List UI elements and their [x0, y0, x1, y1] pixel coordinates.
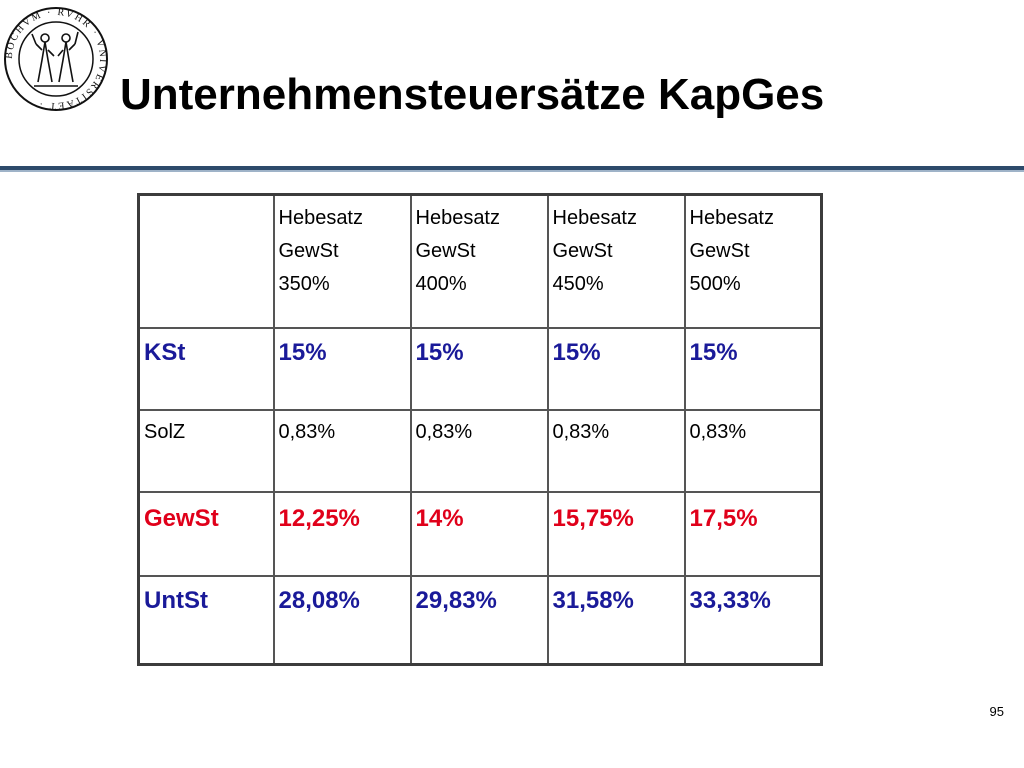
header-line: 350%	[278, 273, 330, 295]
table-cell: 17,5%	[683, 491, 823, 577]
table-cell: 15%	[683, 327, 823, 411]
university-seal-icon: BOCHVM · RVHR · VNIVERSITAET ·	[4, 7, 108, 111]
table-cell: 31,58%	[546, 575, 686, 666]
header-cell: Hebesatz GewSt 500%	[683, 193, 823, 329]
table-cell: 0,83%	[409, 409, 549, 493]
table-cell: 33,33%	[683, 575, 823, 666]
table-cell: 15,75%	[546, 491, 686, 577]
row-label: SolZ	[137, 409, 275, 493]
header-cell: Hebesatz GewSt 350%	[272, 193, 412, 329]
header-line: Hebesatz	[552, 207, 638, 229]
slide-title: Unternehmensteuersätze KapGes	[120, 70, 825, 119]
university-seal-logo: BOCHVM · RVHR · VNIVERSITAET ·	[2, 4, 110, 114]
table-cell: 0,83%	[546, 409, 686, 493]
table-cell: 29,83%	[409, 575, 549, 666]
header-line: 500%	[689, 273, 741, 295]
header-line: GewSt	[278, 240, 339, 262]
table-cell: 0,83%	[683, 409, 823, 493]
header-cell: Hebesatz GewSt 400%	[409, 193, 549, 329]
table-cell: 15%	[409, 327, 549, 411]
row-label: KSt	[137, 327, 275, 411]
table-cell: 14%	[409, 491, 549, 577]
row-label: GewSt	[137, 491, 275, 577]
table-cell: 0,83%	[272, 409, 412, 493]
header-line: Hebesatz	[278, 207, 364, 229]
header-line: GewSt	[689, 240, 750, 262]
table-cell: 28,08%	[272, 575, 412, 666]
header-line: 450%	[552, 273, 604, 295]
table-row-untst: UntSt 28,08% 29,83% 31,58% 33,33%	[137, 575, 823, 666]
header-cell: Hebesatz GewSt 450%	[546, 193, 686, 329]
table-row-gewst: GewSt 12,25% 14% 15,75% 17,5%	[137, 491, 823, 577]
table-cell: 15%	[546, 327, 686, 411]
page-number: 95	[989, 704, 1004, 719]
row-label: UntSt	[137, 575, 275, 666]
header-line: GewSt	[552, 240, 613, 262]
header-line: Hebesatz	[415, 207, 501, 229]
table-header-row: Hebesatz GewSt 350% Hebesatz GewSt 400% …	[137, 193, 823, 329]
table-cell: 15%	[272, 327, 412, 411]
title-divider	[0, 166, 1024, 170]
table-row-solz: SolZ 0,83% 0,83% 0,83% 0,83%	[137, 409, 823, 493]
table-cell: 12,25%	[272, 491, 412, 577]
tax-rate-table: Hebesatz GewSt 350% Hebesatz GewSt 400% …	[137, 193, 823, 666]
header-line: Hebesatz	[689, 207, 775, 229]
table-corner-cell	[137, 193, 275, 329]
title-divider-accent	[0, 170, 1024, 172]
header-line: GewSt	[415, 240, 476, 262]
header-line: 400%	[415, 273, 467, 295]
table-row-kst: KSt 15% 15% 15% 15%	[137, 327, 823, 411]
